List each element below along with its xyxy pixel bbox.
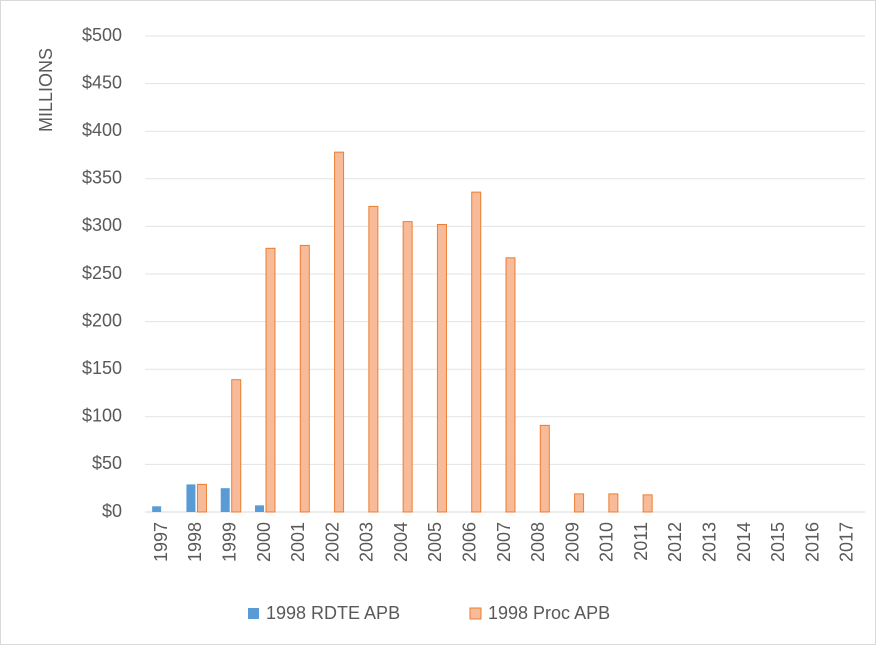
bar <box>334 151 345 513</box>
y-tick-label: $0 <box>102 501 122 521</box>
y-tick-label: $450 <box>82 72 122 92</box>
x-tick-label: 2007 <box>494 522 514 562</box>
bar <box>231 379 242 513</box>
bar <box>436 223 447 513</box>
x-tick-label: 2000 <box>254 522 274 562</box>
x-tick-label: 2001 <box>288 522 308 562</box>
bar <box>255 505 264 512</box>
y-tick-label: $500 <box>82 25 122 45</box>
legend-swatch <box>248 608 259 619</box>
bar <box>539 424 550 513</box>
x-tick-label: 2010 <box>597 522 617 562</box>
x-tick-label: 1998 <box>185 522 205 562</box>
bar <box>505 257 516 513</box>
y-tick-label: $50 <box>92 453 122 473</box>
bar <box>265 247 276 513</box>
bar <box>642 494 653 513</box>
bar <box>186 484 196 512</box>
bar <box>368 205 379 513</box>
x-tick-label: 2012 <box>665 522 685 562</box>
y-tick-label: $400 <box>82 120 122 140</box>
x-tick-label: 2003 <box>357 522 377 562</box>
bar <box>608 493 619 513</box>
y-tick-label: $100 <box>82 406 122 426</box>
x-tick-label: 2005 <box>425 522 445 562</box>
x-tick-label: 2009 <box>562 522 582 562</box>
bar <box>299 244 310 513</box>
legend-label: 1998 Proc APB <box>488 603 610 623</box>
x-tick-label: 1999 <box>219 522 239 562</box>
x-tick-label: 2013 <box>699 522 719 562</box>
y-axis-title: MILLIONS <box>36 48 56 132</box>
x-tick-label: 2017 <box>837 522 857 562</box>
bar <box>574 493 585 513</box>
bar <box>152 506 162 512</box>
x-tick-label: 2011 <box>631 522 651 561</box>
x-tick-label: 2015 <box>768 522 788 562</box>
bar <box>196 483 207 513</box>
x-tick-label: 2002 <box>322 522 342 562</box>
y-tick-label: $200 <box>82 310 122 330</box>
y-tick-label: $350 <box>82 168 122 188</box>
y-tick-label: $300 <box>82 215 122 235</box>
legend-label: 1998 RDTE APB <box>266 603 400 623</box>
x-tick-label: 2004 <box>391 522 411 562</box>
y-tick-label: $250 <box>82 263 122 283</box>
legend-swatch <box>469 607 482 620</box>
x-tick-label: 2006 <box>459 522 479 562</box>
x-tick-label: 1997 <box>151 522 171 562</box>
bar <box>402 221 413 513</box>
x-tick-label: 2008 <box>528 522 548 562</box>
x-tick-label: 2014 <box>734 522 754 562</box>
y-tick-label: $150 <box>82 358 122 378</box>
bar <box>220 488 230 512</box>
bar <box>471 191 482 513</box>
x-tick-label: 2016 <box>802 522 822 562</box>
